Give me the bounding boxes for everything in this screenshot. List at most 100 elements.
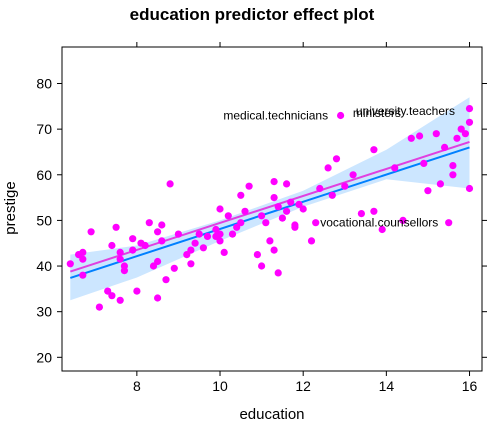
data-point: [195, 230, 203, 238]
data-point: [95, 303, 103, 311]
chart-title: education predictor effect plot: [130, 5, 375, 24]
data-point: [274, 203, 282, 211]
data-point: [133, 287, 141, 295]
data-point: [120, 267, 128, 275]
data-point: [291, 223, 299, 231]
point-label: university.teachers: [356, 104, 455, 118]
data-point: [241, 207, 249, 215]
data-point: [270, 246, 278, 254]
data-point: [299, 205, 307, 213]
data-point: [283, 180, 291, 188]
data-point: [216, 205, 224, 213]
data-point: [166, 180, 174, 188]
data-point: [287, 198, 295, 206]
data-point: [129, 246, 137, 254]
data-point: [162, 276, 170, 284]
y-tick-label: 70: [36, 121, 52, 137]
x-tick-label: 8: [133, 378, 141, 394]
data-point: [79, 255, 87, 263]
data-point: [378, 225, 386, 234]
data-point: [174, 230, 182, 238]
data-point: [449, 162, 457, 170]
x-axis-label: education: [239, 406, 304, 423]
data-point: [154, 257, 162, 266]
data-point: [87, 228, 95, 236]
data-point: [112, 223, 120, 231]
data-point: [399, 216, 407, 224]
data-point: [270, 194, 278, 202]
data-point: [154, 228, 162, 236]
data-point: [449, 171, 457, 179]
data-point: [187, 246, 195, 254]
x-tick-label: 16: [462, 378, 478, 394]
data-point: [79, 271, 87, 279]
data-point: [270, 178, 278, 186]
data-point: [445, 219, 453, 227]
data-point: [258, 262, 266, 270]
y-tick-label: 60: [36, 167, 52, 183]
data-point: [262, 219, 270, 227]
data-point: [158, 237, 166, 245]
data-point: [453, 134, 461, 142]
data-point: [341, 182, 349, 190]
data-point: [432, 130, 440, 138]
data-point: [295, 200, 303, 208]
data-point: [258, 212, 266, 220]
data-point: [391, 164, 399, 172]
data-point: [154, 294, 162, 302]
data-point: [312, 219, 320, 227]
data-point: [220, 248, 228, 256]
point-label: vocational.counsellors: [320, 216, 438, 230]
point-label: medical.technicians: [223, 109, 328, 123]
x-tick-label: 10: [212, 378, 228, 394]
data-point: [116, 248, 124, 256]
data-point: [278, 214, 286, 222]
data-point: [416, 132, 424, 140]
data-point: [191, 239, 199, 247]
y-tick-label: 30: [36, 304, 52, 320]
data-point: [357, 210, 365, 218]
data-point: [237, 219, 245, 227]
confidence-band: [70, 97, 470, 301]
data-point: [407, 134, 415, 142]
data-point: [216, 237, 224, 245]
data-point: [129, 235, 137, 243]
data-point: [424, 187, 432, 195]
plot-frame: [61, 46, 483, 372]
data-point: [332, 155, 341, 163]
data-point: [233, 223, 241, 231]
fit-line: [70, 146, 470, 279]
data-point: [465, 118, 474, 126]
data-point: [203, 232, 212, 240]
data-point: [253, 251, 261, 259]
data-point: [158, 221, 166, 229]
data-point: [216, 230, 224, 238]
data-point: [461, 130, 469, 138]
point-label: ministers: [353, 106, 401, 120]
data-point: [104, 287, 112, 295]
data-point: [199, 244, 207, 252]
data-point: [237, 191, 245, 199]
x-tick-label: 14: [379, 378, 395, 394]
data-point: [274, 269, 282, 277]
y-axis-label: prestige: [2, 181, 19, 234]
y-tick-label: 40: [36, 258, 52, 274]
data-point: [324, 164, 332, 172]
data-point: [420, 159, 428, 167]
data-point: [108, 292, 116, 300]
data-point: [212, 225, 220, 234]
data-point: [141, 241, 149, 250]
y-tick-label: 80: [36, 76, 52, 92]
data-point: [465, 184, 474, 193]
smooth-line: [70, 140, 470, 273]
data-point: [187, 260, 195, 268]
data-point: [170, 264, 178, 272]
data-point: [116, 255, 124, 263]
data-point: [370, 207, 378, 215]
data-point: [316, 184, 324, 193]
data-point: [465, 105, 474, 113]
data-point: [349, 171, 357, 179]
data-point: [228, 230, 237, 238]
